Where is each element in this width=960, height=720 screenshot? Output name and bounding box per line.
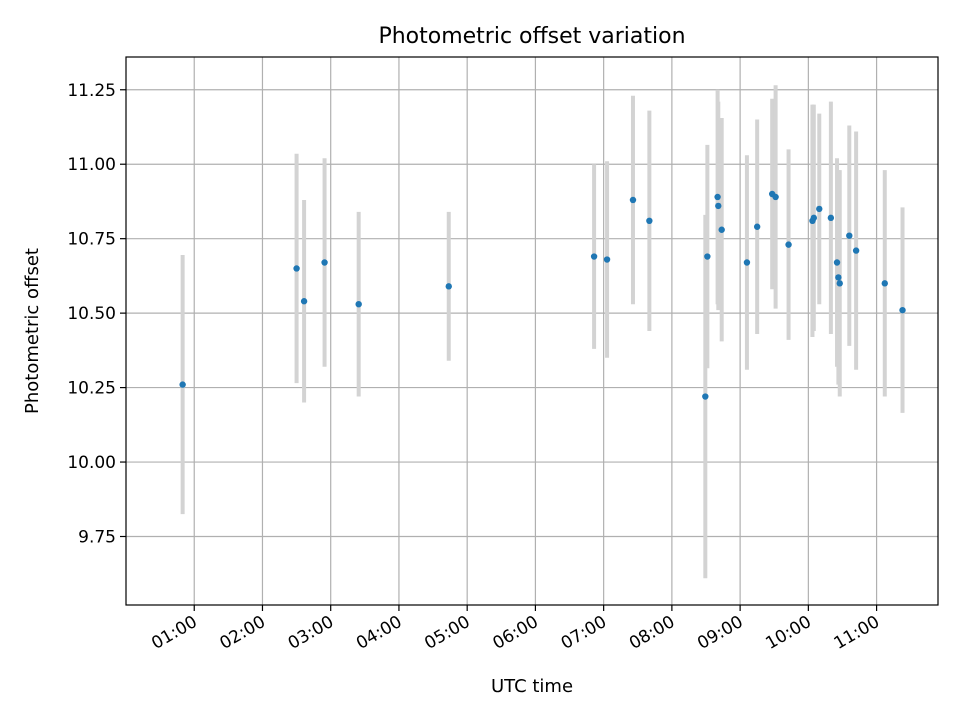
data-points (179, 190, 906, 400)
y-tick-label: 9.75 (78, 528, 116, 548)
data-point (646, 217, 653, 225)
data-point (590, 253, 598, 260)
data-point (835, 274, 842, 281)
data-point (846, 232, 853, 239)
chart-title: Photometric offset variation (378, 24, 685, 49)
data-point (772, 193, 779, 201)
data-point (702, 393, 709, 400)
data-point (715, 202, 722, 210)
y-tick-label: 10.00 (67, 453, 116, 473)
x-tick-label: 10:00 (762, 612, 814, 654)
data-point (704, 253, 711, 260)
y-tick-label: 10.75 (67, 230, 116, 250)
y-tick-label: 11.00 (67, 155, 116, 175)
x-tick-label: 02:00 (217, 612, 269, 654)
data-point (355, 300, 362, 308)
data-point (836, 280, 843, 287)
x-tick-label: 05:00 (421, 612, 473, 654)
data-point (179, 381, 186, 388)
data-point (852, 247, 860, 254)
data-point (603, 256, 611, 263)
data-point (753, 223, 761, 230)
y-tick-label: 10.50 (67, 304, 116, 324)
y-axis-label: Photometric offset (22, 248, 43, 414)
x-tick-label: 04:00 (353, 612, 405, 654)
data-point (321, 259, 328, 266)
x-tick-label: 06:00 (489, 612, 541, 654)
x-axis-ticks: 01:00 02:00 03:00 04:00 05:00 06:00 07:00 08:00… (148, 605, 883, 654)
data-point (827, 214, 835, 222)
data-point (810, 214, 818, 222)
y-axis-ticks: 9.75 10.00 10.25 10.50 10.75 11.00 11.25 (67, 81, 126, 548)
data-point (816, 205, 823, 213)
grid (126, 57, 938, 605)
x-tick-label: 07:00 (558, 612, 610, 654)
x-tick-label: 08:00 (626, 612, 678, 654)
error-bars (180, 85, 905, 579)
data-point (785, 241, 792, 248)
x-tick-label: 01:00 (148, 612, 200, 654)
x-axis-label: UTC time (491, 676, 573, 697)
data-point (629, 196, 637, 204)
data-point (714, 193, 721, 201)
y-tick-label: 11.25 (67, 81, 116, 101)
y-tick-label: 10.25 (67, 379, 116, 399)
x-tick-label: 09:00 (694, 612, 746, 654)
data-point (445, 283, 452, 290)
data-point (300, 298, 308, 305)
data-point (743, 259, 751, 266)
plot-frame (125, 56, 939, 606)
data-point (293, 265, 300, 272)
x-tick-label: 11:00 (831, 612, 883, 654)
data-point (881, 280, 888, 287)
x-tick-label: 03:00 (285, 612, 337, 654)
data-point (899, 306, 906, 314)
data-point (833, 259, 841, 266)
data-point (718, 226, 725, 233)
